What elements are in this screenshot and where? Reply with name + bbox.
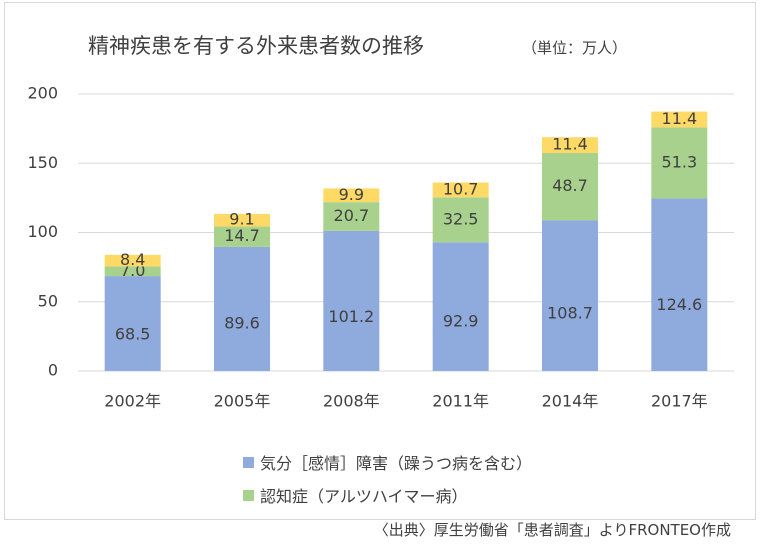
- x-tick-label-0: 2002年: [104, 392, 161, 411]
- data-label-1-4: 48.7: [552, 176, 588, 195]
- bar-segment-2-2: [323, 188, 380, 203]
- bar-segment-1-4: [542, 153, 598, 221]
- bar-segment-1-3: [432, 197, 489, 243]
- bar-segment-1-2: [323, 202, 380, 231]
- data-label-0-1: 89.6: [224, 313, 260, 332]
- bar-segment-0-3: [432, 242, 489, 371]
- legend-item-mood-disorder: 気分［感情］障害（躁うつ病を含む）: [243, 450, 532, 474]
- x-tick-label-2: 2008年: [323, 392, 380, 411]
- bar-segment-1-1: [214, 226, 270, 247]
- y-tick-label-0: 0: [48, 361, 58, 380]
- bar-segment-0-0: [104, 276, 161, 371]
- data-label-0-5: 124.6: [656, 295, 702, 314]
- y-tick-label-200: 200: [27, 84, 58, 103]
- data-label-2-0: 8.4: [120, 250, 145, 269]
- source-note: 〈出典〉厚生労働省「患者調査」よりFRONTEO作成: [373, 521, 731, 539]
- legend-item-dementia: 認知症（アルツハイマー病）: [243, 483, 532, 507]
- data-label-2-1: 9.1: [229, 210, 254, 229]
- chart-title: 精神疾患を有する外来患者数の推移: [88, 34, 424, 58]
- data-label-0-2: 101.2: [328, 307, 374, 326]
- data-label-2-4: 11.4: [552, 135, 588, 154]
- y-tick-label-100: 100: [27, 222, 58, 241]
- data-label-0-0: 68.5: [115, 324, 151, 343]
- y-tick-label-50: 50: [38, 291, 58, 310]
- legend-label-dementia: 認知症（アルツハイマー病）: [260, 487, 468, 506]
- legend-swatch-dementia: [243, 489, 254, 501]
- bar-segment-2-4: [542, 137, 598, 154]
- data-label-1-2: 20.7: [334, 206, 370, 225]
- data-label-0-3: 92.9: [443, 312, 479, 331]
- data-label-2-3: 10.7: [443, 179, 479, 198]
- bar-segment-1-5: [651, 127, 708, 199]
- bar-segment-2-0: [104, 254, 161, 267]
- x-tick-label-1: 2005年: [214, 392, 271, 411]
- bar-segment-2-3: [432, 182, 489, 198]
- data-label-2-2: 9.9: [339, 185, 364, 204]
- bar-segment-0-5: [651, 198, 708, 371]
- bar-segment-2-1: [214, 213, 270, 227]
- legend-swatch-mood-disorder: [243, 456, 254, 468]
- bar-segment-1-0: [104, 266, 161, 277]
- x-tick-label-3: 2011年: [432, 392, 489, 411]
- data-label-1-1: 14.7: [224, 226, 260, 245]
- x-tick-label-4: 2014年: [542, 392, 599, 411]
- unit-note: （単位：万人）: [522, 39, 628, 57]
- bar-segment-0-2: [323, 230, 380, 371]
- x-tick-label-5: 2017年: [651, 392, 708, 411]
- data-label-0-4: 108.7: [547, 303, 593, 322]
- legend-label-mood-disorder: 気分［感情］障害（躁うつ病を含む）: [260, 454, 533, 473]
- bar-segment-0-4: [542, 220, 598, 371]
- data-label-2-5: 11.4: [662, 109, 698, 128]
- bar-segment-2-5: [651, 111, 708, 128]
- data-label-1-3: 32.5: [443, 209, 479, 228]
- data-label-1-5: 51.3: [662, 152, 698, 171]
- bar-segment-0-1: [214, 246, 270, 371]
- y-tick-label-150: 150: [27, 153, 58, 172]
- legend: 気分［感情］障害（躁うつ病を含む） 認知症（アルツハイマー病）: [243, 450, 532, 516]
